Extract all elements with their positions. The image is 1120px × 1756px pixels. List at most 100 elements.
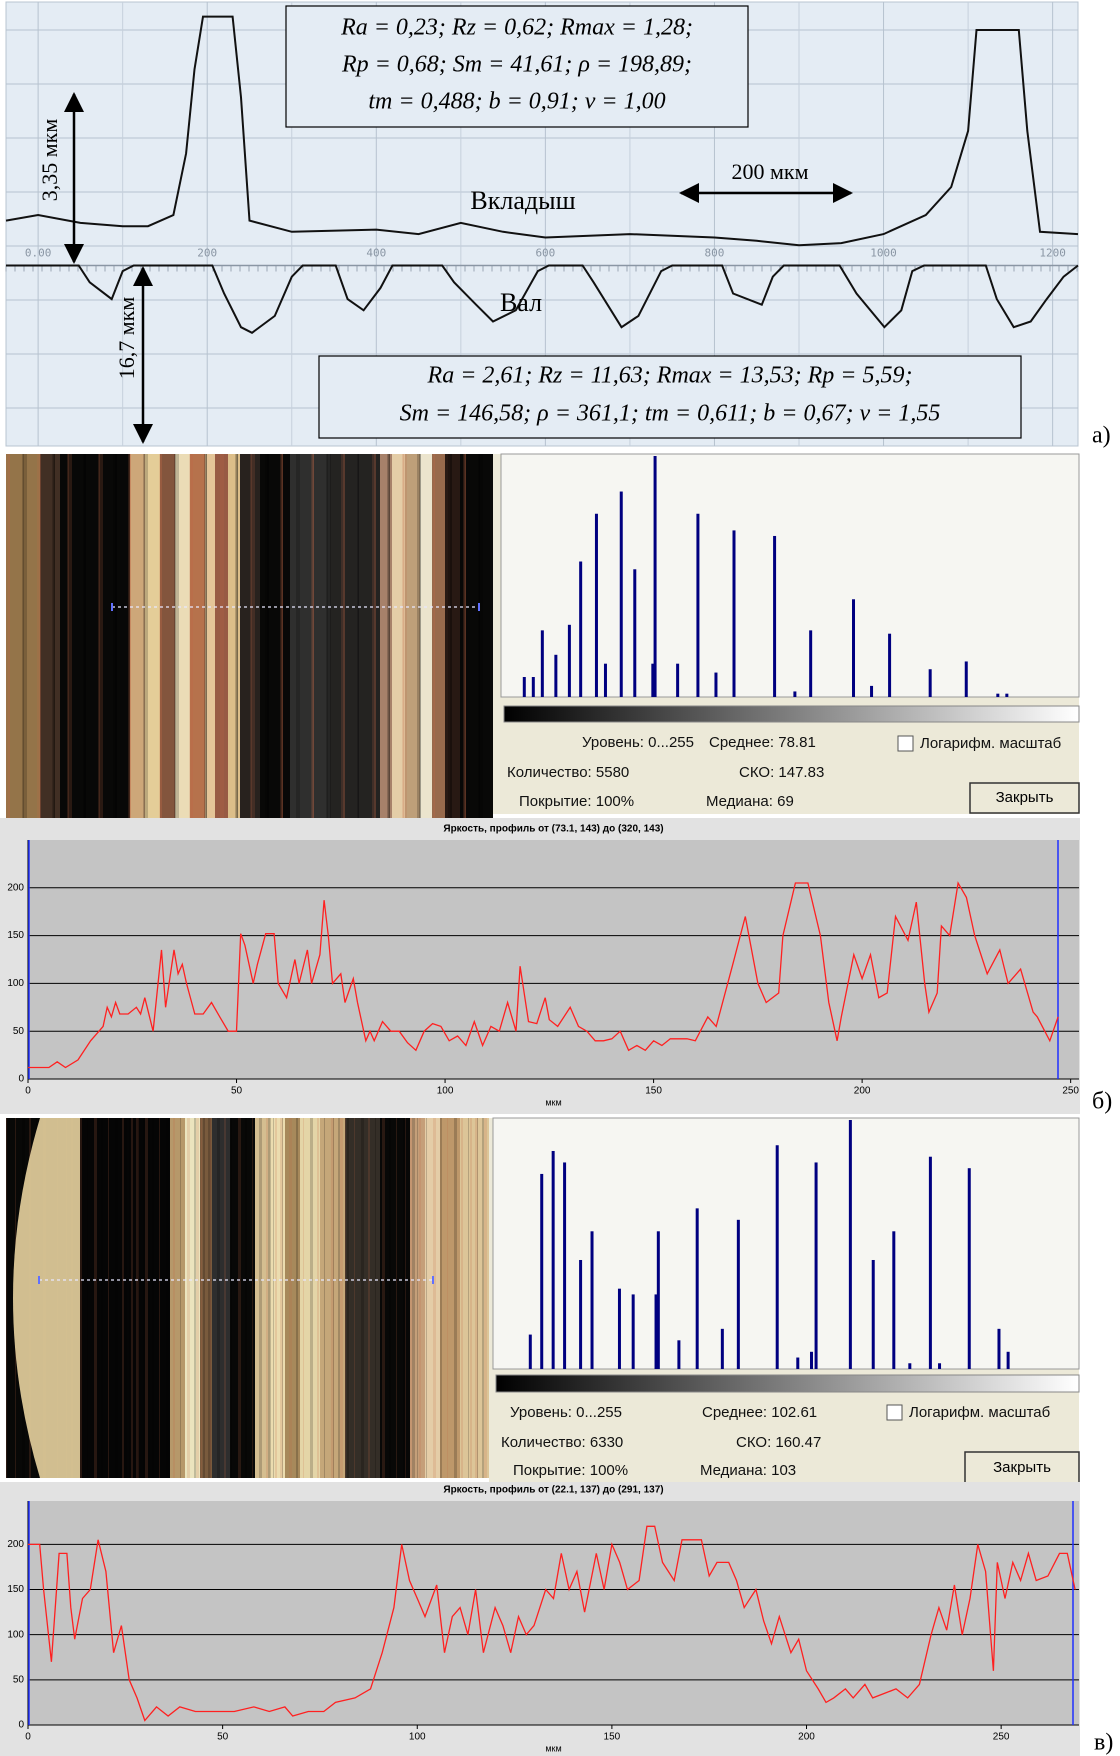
close-button-label[interactable]: Закрыть [996,789,1054,806]
photo-streak [268,1118,271,1478]
histogram-bar [848,1120,852,1369]
photo-streak [159,454,162,818]
histogram-bar [852,599,856,697]
statistic: Количество: 6330 [501,1434,623,1451]
histogram-bar [579,561,583,697]
parameter-text: Ra = 2,61; Rz = 11,63; Rmax = 13,53; Rp … [427,363,913,389]
photo-streak [412,1118,415,1478]
photo-streak [237,454,238,818]
photo-streak [433,454,435,818]
checkbox[interactable] [897,735,914,752]
photo-stripe [6,454,40,818]
x-tick-label: 1000 [870,246,897,259]
photo-streak [145,454,148,818]
photo-streak [208,1118,211,1478]
histogram-bar [579,1259,583,1369]
y-tick-label: 200 [7,882,24,893]
photo-streak [475,1118,478,1478]
photo-streak [174,454,176,818]
photo-streak [282,454,283,818]
photo-streak [24,454,27,818]
photo-streak [175,454,176,818]
photo-streak [67,454,69,818]
checkbox-label: Логарифм. масштаб [909,1404,1050,1421]
photo-streak [440,1118,442,1478]
photo-streak [448,454,449,818]
photo-stripe [270,1118,285,1478]
photo-streak [387,454,390,818]
photo-streak [210,1118,211,1478]
close-button[interactable] [969,782,1080,814]
photo-streak [402,454,404,818]
photo-streak [389,1118,391,1478]
checkbox[interactable] [886,1404,903,1421]
histogram-bar [967,1168,971,1369]
brightness-profile: Яркость, профиль от (22.1, 137) до (291,… [7,1484,1079,1753]
photo-streak [206,454,207,818]
photo-streak [358,454,359,818]
photo-streak [417,1118,418,1478]
histogram-bar [677,1340,681,1369]
photo-stripe [212,1118,230,1478]
parameter-text: Sm = 146,58; ρ = 361,1; tm = 0,611; b = … [400,401,941,427]
histogram-bar [567,624,571,697]
x-tick-label: 250 [1062,1086,1079,1097]
x-tick-label: 800 [705,246,725,259]
histogram-bar [522,677,526,697]
histogram-bar [594,513,598,697]
histogram-bar [531,677,535,697]
histogram-bar [870,685,874,697]
photo-streak [347,1118,349,1478]
histogram-bar [997,1328,1001,1369]
micrograph [6,1118,489,1478]
panel-label: а) [1092,423,1111,449]
photo-streak [205,454,207,818]
photo-streak [130,454,131,818]
photo-streak [231,1118,232,1478]
photo-streak [224,1118,226,1478]
photo-streak [245,1118,247,1478]
photo-streak [374,454,376,818]
profilogram: Вкладыш Вал [5,15,1079,334]
photo-streak [433,1118,436,1478]
histogram-bar [938,1363,942,1369]
profile-line [5,15,1079,247]
histogram-bar [554,654,558,697]
photo-streak [194,1118,196,1478]
close-button-label[interactable]: Закрыть [993,1459,1051,1476]
photo-stripe [75,1118,170,1478]
histogram-bar [775,1145,779,1369]
x-axis-label: мкм [545,1743,561,1753]
profile-line [28,881,1059,1069]
photo-streak [217,1118,220,1478]
histogram-bar [656,1231,660,1369]
photo-streak [434,454,435,818]
histogram-bar [696,513,700,697]
photo-streak [454,1118,457,1478]
photo-streak [464,454,466,818]
histogram-bar [888,633,892,697]
photo-streak [310,1118,313,1478]
histogram-bar [809,630,813,697]
photo-edge [13,1118,80,1478]
statistic: Покрытие: 100% [519,793,634,810]
photo-streak [252,454,255,818]
statistics: Уровень: 0...255 Количество: 5580 Покрытие… [507,734,1080,814]
photo-streak [152,1118,154,1478]
photo-streak [403,454,404,818]
photo-stripe [170,1118,185,1478]
histogram-bar [540,1173,544,1369]
photo-streak [131,1118,133,1478]
photo-streak [7,454,10,818]
photo-streak [191,454,193,818]
photo-streak [80,1118,82,1478]
photo-streak [203,1118,205,1478]
x-tick-label: 250 [993,1732,1010,1743]
plot-area [28,840,1079,1079]
photo-streak [361,1118,364,1478]
photo-streak [115,454,117,818]
photo-streak [204,454,207,818]
photo-streak [144,454,145,818]
photo-streak [238,1118,241,1478]
